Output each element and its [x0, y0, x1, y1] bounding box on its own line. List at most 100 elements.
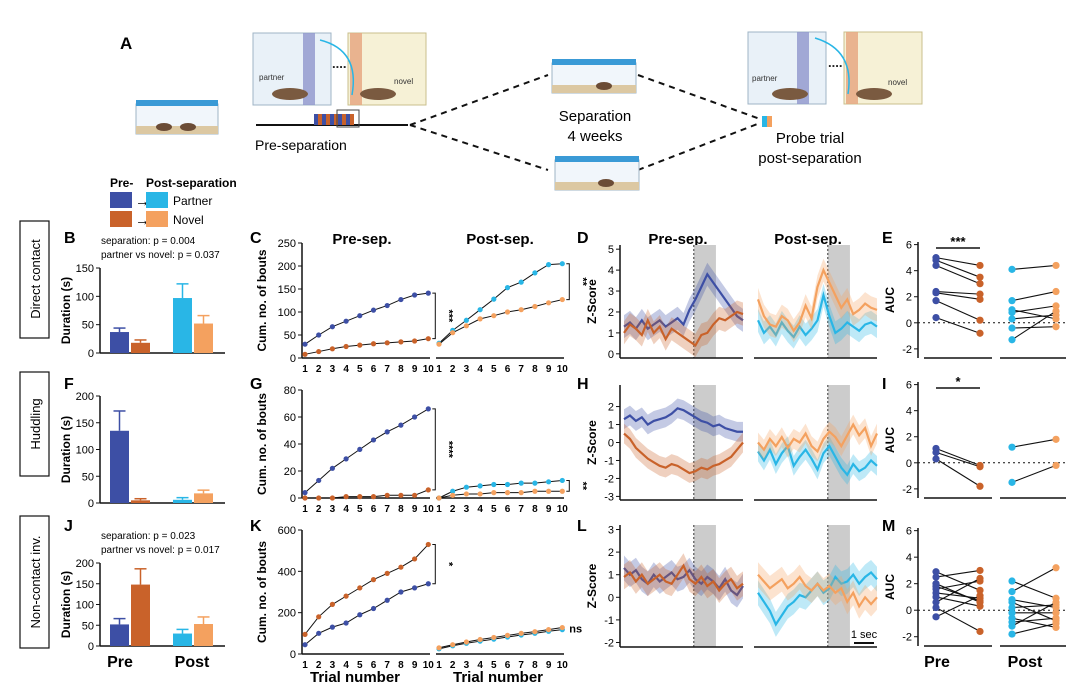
x-tick-label: 7 — [384, 364, 390, 375]
pair-line — [1011, 464, 1057, 483]
data-point — [477, 491, 483, 497]
data-point — [976, 261, 984, 270]
y-tick-label: 100 — [76, 291, 94, 303]
data-point — [370, 307, 377, 313]
y-axis-label: Cum. no. of bouts — [255, 541, 269, 643]
data-point — [329, 324, 335, 330]
pair-line — [1011, 622, 1057, 635]
y-tick-label: 0 — [906, 318, 912, 330]
y-tick-label: 200 — [278, 608, 296, 620]
x-tick-label: 5 — [357, 504, 363, 515]
data-point — [1008, 630, 1016, 638]
y-tick-label: 50 — [82, 320, 94, 332]
data-point — [1052, 603, 1060, 612]
data-point — [425, 541, 431, 548]
y-tick-label: -1 — [604, 615, 614, 627]
x-tick-label: 3 — [330, 364, 336, 375]
bar-pre-novel — [131, 342, 150, 353]
data-point — [1052, 261, 1060, 270]
bar-pre-novel — [131, 500, 150, 503]
data-point — [932, 568, 940, 576]
partner-preference-apparatus-post: partner novel .... — [747, 31, 923, 105]
data-point — [1052, 287, 1060, 296]
data-point — [477, 636, 483, 643]
y-tick-label: 200 — [76, 558, 94, 570]
x-tick-label: 1 — [436, 364, 442, 375]
y-tick-label: 50 — [82, 620, 94, 632]
data-point — [1008, 297, 1016, 305]
y-tick-label: -3 — [604, 491, 614, 503]
panel-letter-m: M — [882, 518, 895, 535]
y-tick-label: 200 — [76, 391, 94, 403]
data-point — [932, 613, 940, 621]
data-point — [932, 261, 940, 270]
x-tick-label: 9 — [546, 364, 552, 375]
probe-label-line2: post-separation — [758, 150, 861, 167]
sem-band — [758, 562, 877, 619]
sem-band — [624, 423, 743, 483]
partner-label-post: partner — [752, 74, 778, 83]
y-tick-label: 0 — [608, 349, 614, 361]
pair-line — [1011, 326, 1057, 329]
pre-separation-label: Pre-separation — [255, 137, 347, 153]
pair-line — [935, 585, 981, 602]
y-tick-label: 0 — [88, 348, 94, 360]
data-point — [559, 624, 565, 631]
x-tick-label: 10 — [557, 660, 569, 671]
data-point — [532, 480, 538, 486]
y-tick-label: 0 — [290, 353, 296, 365]
x-tick-label: 2 — [450, 364, 456, 375]
series-line — [304, 544, 429, 635]
significance-label: *** — [442, 309, 454, 323]
data-point — [343, 456, 349, 462]
significance-label: ** — [576, 482, 588, 491]
y-axis-label: Duration (s) — [59, 277, 73, 344]
partner-label: partner — [259, 73, 285, 82]
x-tick-label: 10 — [557, 364, 569, 375]
paired-plot-i: 6 4 2 0 -2 AUC * — [883, 374, 1066, 499]
post-sep-title-c: Post-sep. — [466, 231, 534, 248]
panel-letter-k: K — [250, 518, 262, 535]
x-tick-label: 1 — [302, 660, 308, 671]
data-point — [398, 296, 404, 303]
x-tick-label: 2 — [450, 504, 456, 515]
significance-bracket — [432, 408, 436, 491]
row-label-direct-contact: Direct contact — [19, 220, 50, 339]
x-tick-label: 9 — [412, 364, 418, 375]
data-point — [463, 491, 469, 497]
separated-cage-top — [551, 59, 637, 94]
data-point — [1052, 307, 1060, 315]
x-tick-label: 8 — [398, 504, 404, 515]
group-label-post-m: Post — [1008, 654, 1043, 671]
significance-bracket — [432, 292, 436, 340]
panel-letter-f: F — [64, 376, 74, 393]
x-tick-label: 3 — [464, 660, 470, 671]
series-line — [438, 479, 563, 499]
y-tick-label: 1 — [608, 420, 614, 432]
mean-trace — [757, 290, 878, 339]
dashed-connector-down-right — [637, 122, 761, 171]
pair-line — [1011, 310, 1057, 341]
x-tick-label: 2 — [316, 504, 322, 515]
dashed-connector-up — [409, 74, 549, 126]
stats-b-line2: partner vs novel: p = 0.037 — [101, 250, 220, 261]
data-point — [976, 592, 984, 600]
x-tick-label: 5 — [357, 364, 363, 375]
data-point — [1052, 302, 1060, 310]
y-tick-label: 2 — [906, 292, 912, 304]
y-tick-label: -2 — [902, 632, 912, 644]
significance-bracket — [566, 479, 570, 492]
significance-label: ** — [576, 277, 588, 286]
panel-letter-h: H — [577, 376, 589, 393]
dashed-connector-down — [409, 124, 549, 171]
data-point — [477, 307, 483, 313]
significance-label: * — [955, 374, 961, 389]
stimulus-window — [827, 525, 850, 647]
x-tick-label: 10 — [423, 504, 435, 515]
data-point — [1008, 603, 1016, 612]
pair-line — [1011, 438, 1057, 448]
data-point — [384, 429, 390, 435]
